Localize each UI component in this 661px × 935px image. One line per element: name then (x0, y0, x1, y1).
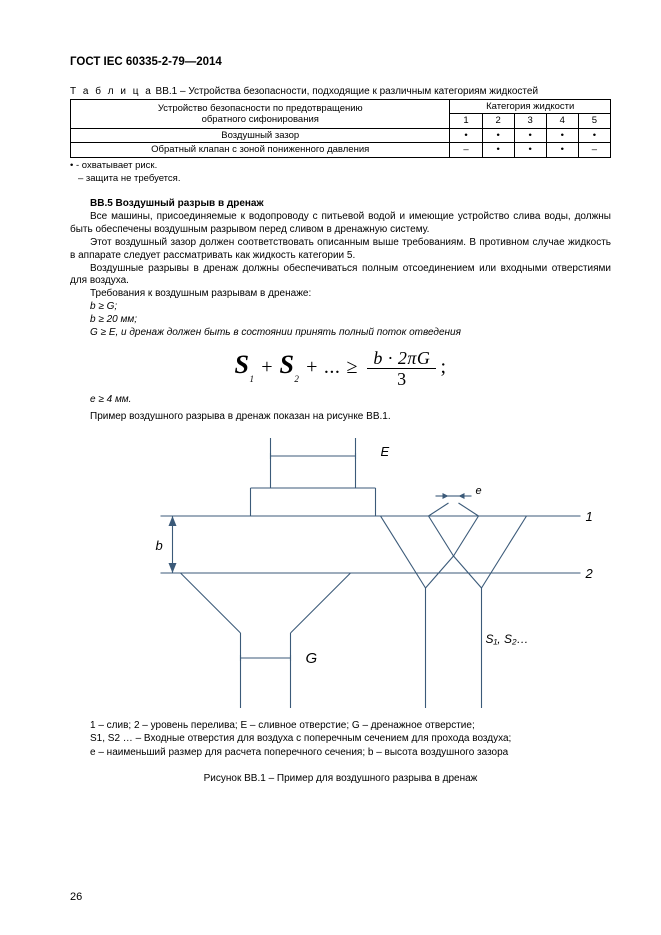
formula-S1: S (234, 350, 249, 379)
table-row: Воздушный зазор • • • • • (71, 128, 611, 142)
formula-sub1: 1 (249, 374, 254, 384)
col1-header-line1: Устройство безопасности по предотвращени… (158, 103, 363, 114)
figure-label-E: E (381, 444, 390, 459)
formula-den: 3 (367, 369, 436, 388)
formula-num: b · 2πG (367, 349, 436, 369)
figure-legend: 1 – слив; 2 – уровень перелива; E – слив… (90, 719, 611, 760)
cell: • (514, 128, 546, 142)
formula-fraction: b · 2πG3 (367, 349, 436, 388)
formula-S2: S (279, 350, 294, 379)
col1-header: Устройство безопасности по предотвращени… (71, 100, 450, 129)
requirement: b ≥ 20 мм; (70, 314, 611, 327)
table-caption: Т а б л и ц а ВВ.1 – Устройства безопасн… (70, 86, 611, 97)
requirement: G ≥ E, и дренаж должен быть в состоянии … (70, 327, 611, 340)
requirement: e ≥ 4 мм. (70, 394, 611, 407)
cell: – (450, 143, 482, 157)
paragraph: Требования к воздушным разрывам в дренаж… (70, 288, 611, 301)
legend-line: 1 – слив; 2 – уровень перелива; E – слив… (90, 719, 611, 733)
cell: • (482, 128, 514, 142)
figure-label-2: 2 (585, 566, 594, 581)
legend-line: S1, S2 … – Входные отверстия для воздуха… (90, 732, 611, 746)
table-footnote: • - охватывает риск. (70, 160, 611, 171)
document-header: ГОСТ IEC 60335-2-79—2014 (70, 56, 611, 68)
cat-cell: 3 (514, 114, 546, 128)
formula-sub2: 2 (294, 374, 299, 384)
cat-cell: 4 (546, 114, 578, 128)
cell: • (546, 128, 578, 142)
figure-caption: Рисунок ВВ.1 – Пример для воздушного раз… (70, 773, 611, 784)
cell: • (578, 128, 610, 142)
page-number: 26 (70, 891, 82, 903)
cell: • (514, 143, 546, 157)
table-header-row: Устройство безопасности по предотвращени… (71, 100, 611, 114)
formula-dots: + ... ≥ (299, 356, 363, 378)
figure-bb1: E 1 2 b (70, 438, 611, 711)
figure-label-S: S₁, S₂… (486, 632, 529, 646)
figure-label-b: b (156, 538, 163, 553)
page: ГОСТ IEC 60335-2-79—2014 Т а б л и ц а В… (0, 0, 661, 935)
legend-line: e – наименьший размер для расчета попере… (90, 746, 611, 760)
cat-cell: 2 (482, 114, 514, 128)
table-row: Обратный клапан с зоной пониженного давл… (71, 143, 611, 157)
formula-tail: ; (440, 356, 446, 378)
paragraph: Пример воздушного разрыва в дренаж показ… (70, 411, 611, 424)
figure-label-e: e (476, 485, 482, 497)
table-caption-text: ВВ.1 – Устройства безопасности, подходящ… (153, 86, 538, 97)
col2-header: Категория жидкости (450, 100, 611, 114)
cat-cell: 1 (450, 114, 482, 128)
table-footnote: – защита не требуется. (70, 173, 611, 184)
requirement: b ≥ G; (70, 301, 611, 314)
figure-svg: E 1 2 b (70, 438, 611, 708)
row-label: Воздушный зазор (71, 128, 450, 142)
formula-plus: + (254, 356, 279, 378)
col1-header-line2: обратного сифонирования (202, 114, 319, 125)
formula: S1 + S2 + ... ≥ b · 2πG3; (70, 349, 611, 388)
row-label: Обратный клапан с зоной пониженного давл… (71, 143, 450, 157)
figure-label-G: G (306, 650, 318, 667)
paragraph: Этот воздушный зазор должен соответствов… (70, 237, 611, 263)
cat-cell: 5 (578, 114, 610, 128)
cell: • (546, 143, 578, 157)
section-title: ВВ.5 Воздушный разрыв в дренаж (90, 198, 611, 209)
cell: • (450, 128, 482, 142)
paragraph: Воздушные разрывы в дренаж должны обеспе… (70, 263, 611, 289)
figure-label-1: 1 (586, 509, 593, 524)
cell: • (482, 143, 514, 157)
table-caption-prefix: Т а б л и ц а (70, 86, 153, 97)
cell: – (578, 143, 610, 157)
safety-devices-table: Устройство безопасности по предотвращени… (70, 99, 611, 158)
paragraph: Все машины, присоединяемые к водопроводу… (70, 211, 611, 237)
